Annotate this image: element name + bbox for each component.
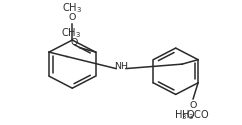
Text: NH: NH — [114, 62, 128, 71]
Text: O: O — [189, 101, 197, 110]
Text: CH$_3$: CH$_3$ — [62, 1, 82, 15]
Text: O: O — [70, 38, 78, 47]
Text: O: O — [68, 13, 76, 22]
Text: CH$_3$: CH$_3$ — [60, 26, 81, 40]
Text: H$_3$O: H$_3$O — [174, 109, 196, 122]
Text: H$_3$CO: H$_3$CO — [181, 109, 209, 122]
